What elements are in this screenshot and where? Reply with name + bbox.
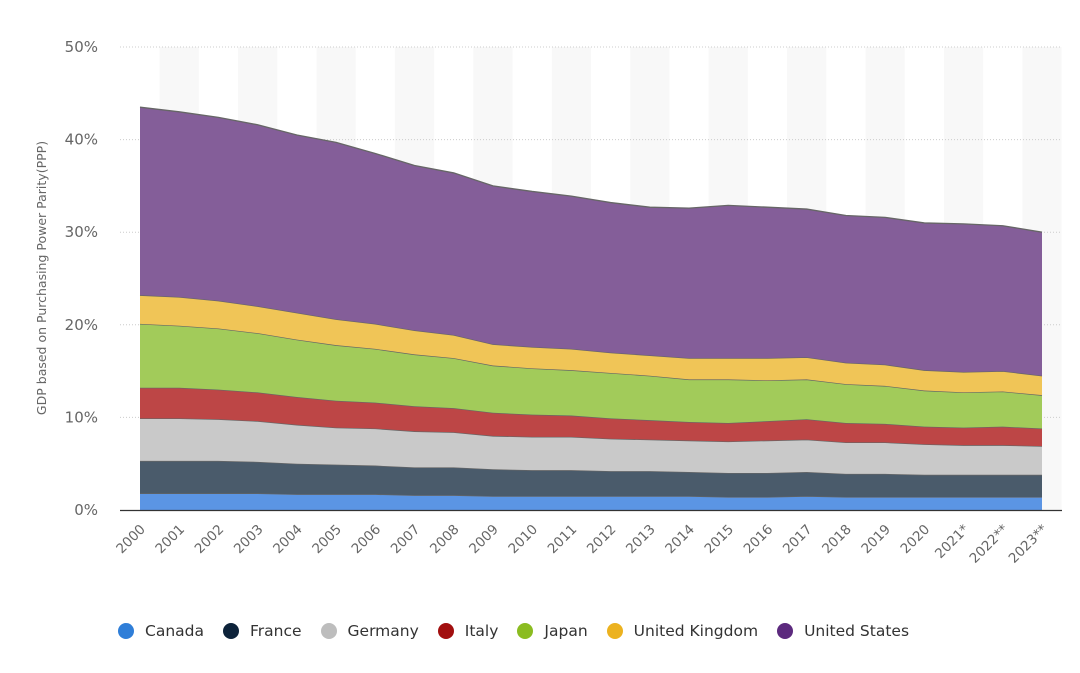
legend-item-canada[interactable]: Canada <box>118 622 204 640</box>
legend-label: United Kingdom <box>633 622 759 640</box>
legend-item-japan[interactable]: Japan <box>517 622 588 640</box>
y-axis-title: GDP based on Purchasing Power Parity(PPP… <box>34 141 49 415</box>
legend-label: Germany <box>347 622 419 640</box>
legend-dot-icon <box>118 623 134 639</box>
legend-label: France <box>249 622 302 640</box>
x-tick-label: 2020 <box>898 522 934 558</box>
legend-item-france[interactable]: France <box>222 622 302 640</box>
legend-label: Italy <box>464 622 499 640</box>
y-tick-label: 30% <box>65 223 98 241</box>
legend-label: Japan <box>544 622 588 640</box>
legend-dot-icon <box>606 623 623 639</box>
legend-dot-icon <box>320 623 337 639</box>
legend-item-italy[interactable]: Italy <box>437 622 499 640</box>
y-tick-label: 10% <box>65 408 98 426</box>
x-tick-label: 2013 <box>623 522 659 558</box>
area-france[interactable] <box>140 460 1042 498</box>
area-japan[interactable] <box>140 323 1042 429</box>
y-tick-label: 40% <box>65 131 98 149</box>
y-axis: 0% 10% 20% 30% 40% 50% <box>65 38 98 519</box>
x-tick-label: 2000 <box>113 522 149 558</box>
legend: Canada France Germany Italy Japan United King… <box>118 622 928 640</box>
x-tick-label: 2017 <box>780 522 816 558</box>
x-tick-label: 2022** <box>966 521 1011 566</box>
legend-label: Canada <box>145 622 204 640</box>
series-line-united-states <box>139 106 1043 233</box>
x-tick-label: 2005 <box>309 522 345 558</box>
legend-dot-icon <box>222 623 239 639</box>
x-tick-label: 2006 <box>349 522 385 558</box>
x-tick-label: 2002 <box>192 522 228 558</box>
x-tick-label: 2007 <box>388 522 424 558</box>
x-tick-label: 2019 <box>858 522 894 558</box>
y-tick-label: 0% <box>74 501 98 519</box>
x-tick-label: 2015 <box>701 522 737 558</box>
legend-label: United States <box>804 622 910 640</box>
area-germany[interactable] <box>140 418 1042 475</box>
x-tick-label: 2018 <box>819 522 855 558</box>
legend-item-united-states[interactable]: United States <box>777 622 909 640</box>
x-tick-label: 2016 <box>741 522 777 558</box>
x-tick-label: 2001 <box>152 522 188 558</box>
x-tick-label: 2011 <box>545 522 581 558</box>
x-tick-label: 2008 <box>427 522 463 558</box>
x-tick-label: 2010 <box>505 522 541 558</box>
area-united-kingdom[interactable] <box>140 295 1042 396</box>
x-tick-label: 2023** <box>1006 521 1051 566</box>
x-tick-label: 2009 <box>466 522 502 558</box>
legend-dot-icon <box>437 623 454 639</box>
area-canada[interactable] <box>140 493 1042 510</box>
y-tick-label: 50% <box>65 38 98 56</box>
x-tick-label: 2003 <box>231 522 267 558</box>
x-tick-label: 2012 <box>584 522 620 558</box>
x-tick-label: 2004 <box>270 522 306 558</box>
area-united-states[interactable] <box>140 107 1042 376</box>
legend-item-germany[interactable]: Germany <box>320 622 419 640</box>
area-series <box>139 106 1043 510</box>
legend-dot-icon <box>517 623 534 639</box>
x-axis: 2000 2001 2002 2003 2004 2005 2006 2007 2008 2009… <box>113 509 1062 567</box>
y-tick-label: 20% <box>65 316 98 334</box>
legend-item-united-kingdom[interactable]: United Kingdom <box>606 622 759 640</box>
x-tick-label: 2014 <box>662 522 698 558</box>
legend-dot-icon <box>777 623 794 639</box>
